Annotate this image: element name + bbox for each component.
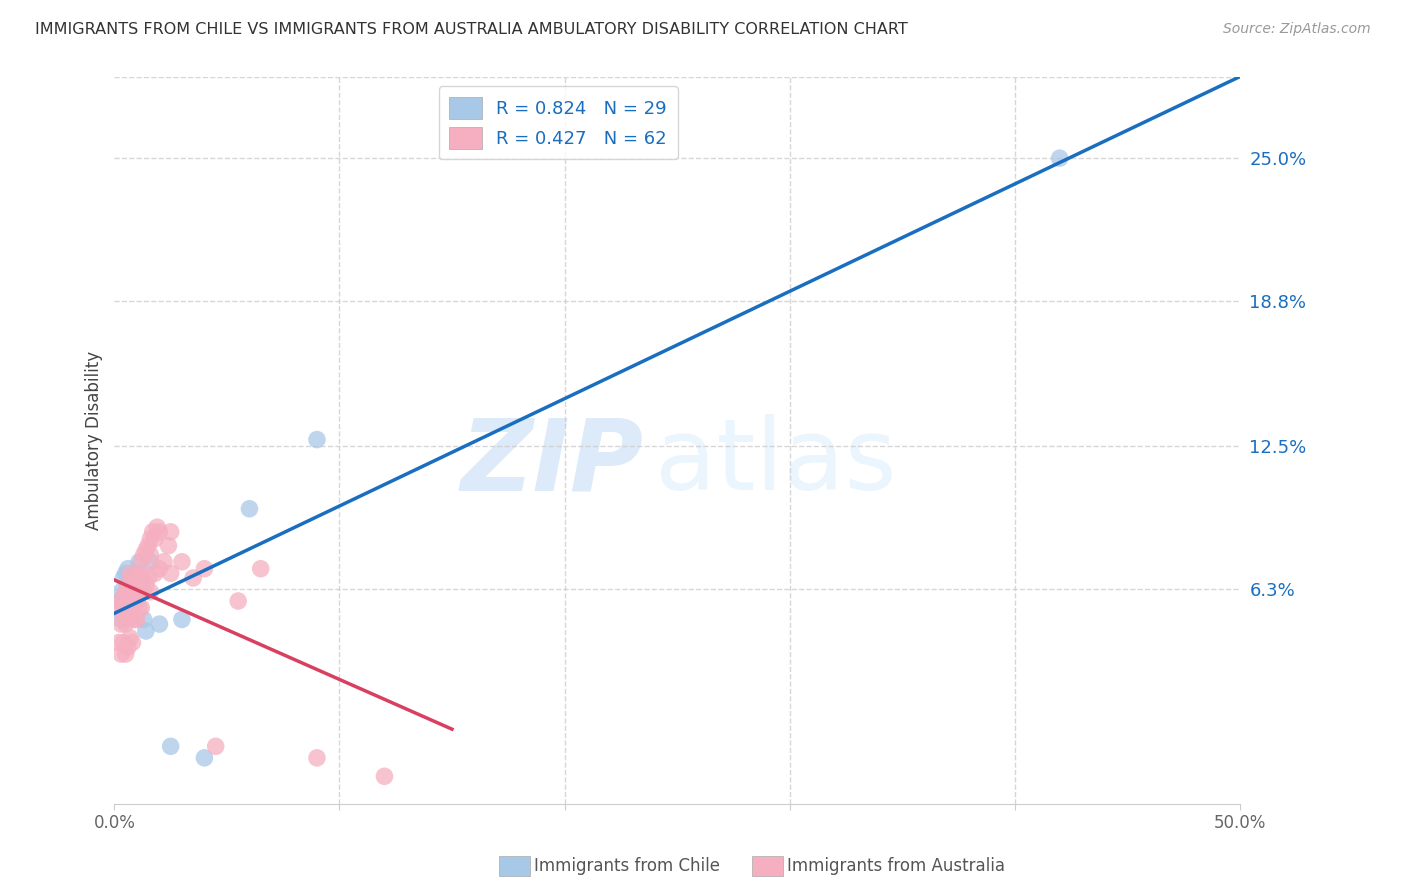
Point (120, 601, 142, 615)
Point (120, 631, 142, 645)
Point (112, 635, 135, 649)
Text: ZIP: ZIP (460, 414, 644, 511)
Point (117, 612, 139, 626)
Point (124, 594, 146, 608)
Point (373, 769, 395, 783)
Point (1049, 151, 1071, 165)
Point (124, 578, 146, 592)
Text: atlas: atlas (655, 414, 896, 511)
Point (170, 612, 193, 626)
Point (125, 578, 148, 592)
Point (125, 594, 148, 608)
Point (112, 571, 135, 585)
Point (135, 578, 157, 592)
Text: Immigrants from Australia: Immigrants from Australia (787, 857, 1005, 875)
Point (114, 617, 136, 632)
Point (117, 594, 139, 608)
Point (131, 578, 153, 592)
Point (170, 555, 193, 569)
Point (193, 751, 215, 765)
Point (181, 571, 204, 585)
Point (121, 590, 143, 604)
Point (157, 539, 180, 553)
Point (204, 739, 226, 754)
Point (142, 524, 165, 539)
Point (148, 617, 170, 632)
Point (143, 566, 166, 581)
Point (128, 601, 150, 615)
Point (249, 562, 271, 576)
Point (131, 571, 153, 585)
Point (110, 594, 132, 608)
Point (121, 607, 143, 622)
Point (159, 739, 181, 754)
Point (139, 532, 162, 546)
Point (117, 578, 139, 592)
Point (110, 617, 132, 632)
Point (114, 584, 136, 599)
Point (131, 601, 153, 615)
Point (108, 635, 131, 649)
Point (135, 543, 157, 558)
Point (121, 582, 143, 597)
Point (121, 571, 143, 585)
Point (110, 584, 132, 599)
Point (148, 562, 170, 576)
Point (108, 601, 131, 615)
Point (139, 584, 162, 599)
Point (146, 520, 169, 534)
Point (238, 501, 260, 516)
Point (135, 624, 157, 638)
Point (136, 571, 159, 585)
Point (117, 562, 139, 576)
Point (120, 584, 142, 599)
Point (117, 640, 139, 654)
Point (139, 555, 162, 569)
Point (112, 607, 135, 622)
Point (226, 594, 249, 608)
Point (120, 594, 142, 608)
Point (125, 571, 148, 585)
Point (114, 590, 136, 604)
Point (112, 590, 135, 604)
Point (139, 548, 162, 562)
Point (136, 539, 159, 553)
Text: Source: ZipAtlas.com: Source: ZipAtlas.com (1223, 22, 1371, 37)
Point (110, 612, 132, 626)
Point (108, 594, 131, 608)
Point (128, 566, 150, 581)
Point (117, 578, 139, 592)
Point (120, 566, 142, 581)
Point (124, 566, 146, 581)
Legend: R = 0.824   N = 29, R = 0.427   N = 62: R = 0.824 N = 29, R = 0.427 N = 62 (439, 87, 678, 160)
Y-axis label: Ambulatory Disability: Ambulatory Disability (86, 351, 103, 530)
Point (128, 555, 150, 569)
Point (159, 524, 181, 539)
Point (193, 562, 215, 576)
Point (124, 612, 146, 626)
Point (121, 635, 143, 649)
Point (120, 571, 142, 585)
Point (125, 612, 148, 626)
Text: Immigrants from Chile: Immigrants from Chile (534, 857, 720, 875)
Point (132, 584, 155, 599)
Point (132, 612, 155, 626)
Point (148, 524, 170, 539)
Point (125, 590, 148, 604)
Text: IMMIGRANTS FROM CHILE VS IMMIGRANTS FROM AUSTRALIA AMBULATORY DISABILITY CORRELA: IMMIGRANTS FROM CHILE VS IMMIGRANTS FROM… (35, 22, 908, 37)
Point (153, 555, 176, 569)
Point (131, 555, 153, 569)
Point (159, 566, 181, 581)
Point (143, 532, 166, 546)
Point (114, 566, 136, 581)
Point (114, 601, 136, 615)
Point (112, 601, 135, 615)
Point (121, 601, 143, 615)
Point (114, 647, 136, 661)
Point (110, 647, 132, 661)
Point (305, 751, 328, 765)
Point (124, 590, 146, 604)
Point (132, 548, 155, 562)
Point (305, 433, 328, 447)
